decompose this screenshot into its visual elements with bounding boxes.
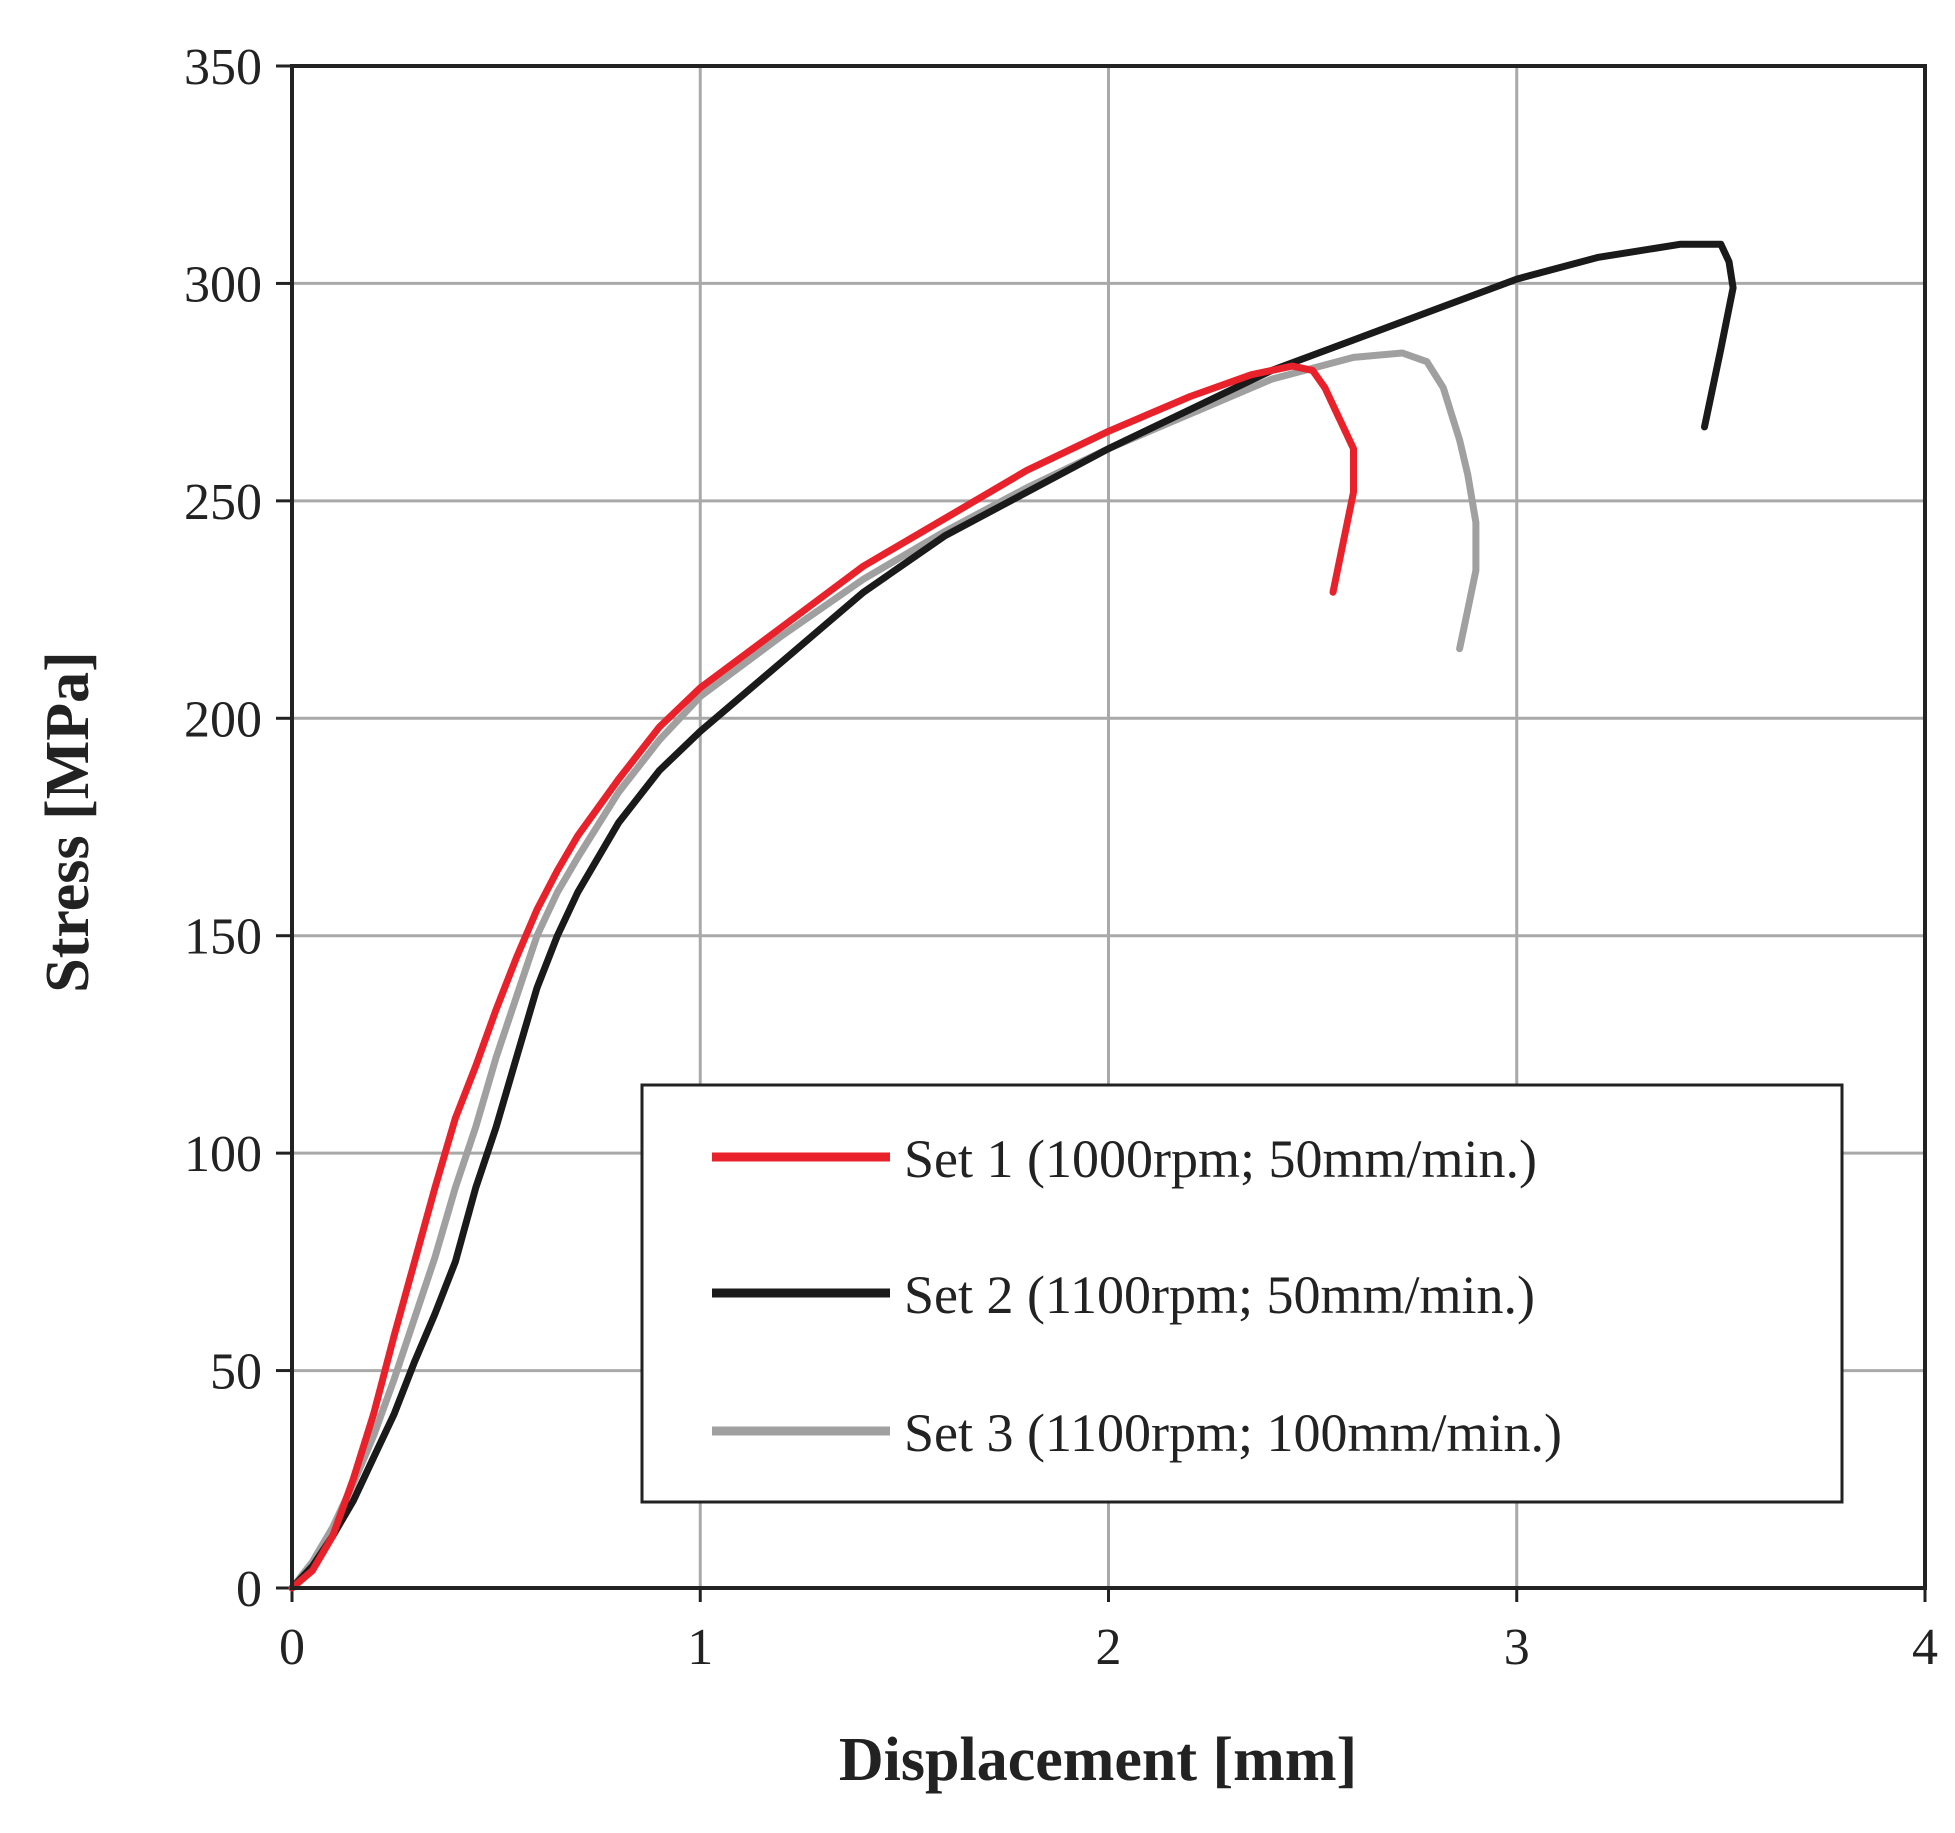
series-layer [288,240,1737,1592]
x-tick-label-2: 2 [1096,1619,1122,1676]
y-tick-label-250: 250 [184,474,262,531]
y-tick-label-0: 0 [236,1561,262,1618]
y-tick-label-50: 50 [210,1344,262,1401]
y-tick-label-150: 150 [184,909,262,966]
y-tick-label-100: 100 [184,1126,262,1183]
tick-labels: 0 1 2 3 4 0 50 100 150 200 250 300 350 [184,39,1938,1676]
series-line-set-2 [288,240,1737,1592]
plot-frame [290,64,1927,1590]
x-tick-label-1: 1 [687,1619,713,1676]
legend-item-set-2: Set 2 (1100rpm; 50mm/min.) [712,1265,1535,1325]
legend-label-set-2: Set 2 (1100rpm; 50mm/min.) [904,1265,1535,1325]
series-line-set-1 [288,362,1357,1592]
legend-item-set-3: Set 3 (1100rpm; 100mm/min.) [712,1403,1562,1463]
x-axis-title: Displacement [mm] [839,1726,1357,1794]
x-tick-label-0: 0 [279,1619,305,1676]
legend-label-set-1: Set 1 (1000rpm; 50mm/min.) [904,1129,1537,1189]
y-tick-label-300: 300 [184,256,262,313]
x-tick-label-4: 4 [1912,1619,1938,1676]
series-line-set-3 [288,349,1480,1592]
legend-label-set-3: Set 3 (1100rpm; 100mm/min.) [904,1403,1562,1463]
legend: Set 1 (1000rpm; 50mm/min.) Set 2 (1100rp… [640,1083,1844,1504]
x-tick-label-3: 3 [1504,1619,1530,1676]
legend-item-set-1: Set 1 (1000rpm; 50mm/min.) [712,1129,1537,1189]
y-tick-label-350: 350 [184,39,262,96]
y-axis-title: Stress [MPa] [34,651,102,992]
y-tick-label-200: 200 [184,691,262,748]
